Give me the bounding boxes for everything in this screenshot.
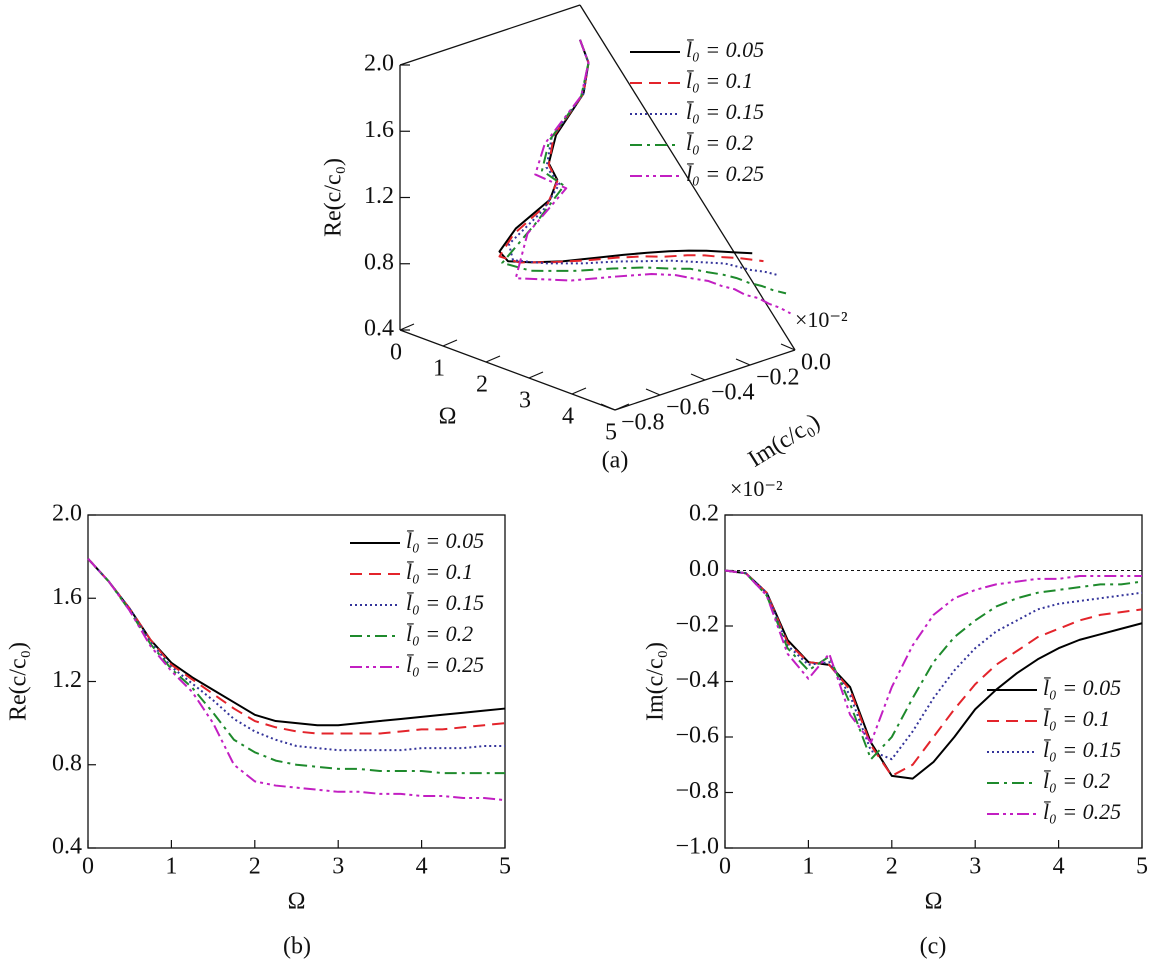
legend-label: l̄₀ = 0.1 <box>406 559 473 584</box>
y-tick-label: 1.2 <box>52 667 82 693</box>
series-line <box>724 569 1143 761</box>
legend-label: l̄₀ = 0.1 <box>686 68 753 93</box>
x-tick-label: 3 <box>332 854 344 880</box>
series-line <box>724 569 1143 777</box>
z-axis-label: Re(c/c₀) <box>321 158 347 237</box>
legend-label: l̄₀ = 0.15 <box>686 99 764 124</box>
x-tick <box>442 339 458 347</box>
x-tick-label: 1 <box>433 356 445 382</box>
x-tick-label: 3 <box>519 388 531 414</box>
x-tick-label: 4 <box>1053 854 1065 880</box>
z-tick-label: 0.8 <box>364 249 394 275</box>
x-tick-label: 1 <box>802 854 814 880</box>
x-tick-label: 0 <box>82 854 94 880</box>
x-tick-label: 5 <box>499 854 511 880</box>
y-tick <box>645 388 661 396</box>
legend-label: l̄₀ = 0.05 <box>1043 675 1121 700</box>
x-tick <box>399 323 415 331</box>
panel-label: (c) <box>920 934 947 960</box>
series-line <box>508 39 778 276</box>
x-axis-label: Ω <box>439 404 457 430</box>
y-axis-label: Im(c/c₀) <box>744 409 825 473</box>
panel-label: (b) <box>283 934 311 960</box>
y-tick-label: 0.0 <box>689 556 719 582</box>
x-tick-label: 4 <box>562 404 574 430</box>
z-tick-label: 0.4 <box>364 316 394 342</box>
y-tick-label: −0.4 <box>675 667 719 693</box>
series-line <box>724 569 1142 744</box>
y-tick <box>780 343 796 351</box>
series-line <box>498 39 764 264</box>
legend-label: l̄₀ = 0.05 <box>686 37 764 62</box>
x-tick <box>528 371 544 379</box>
x-tick <box>485 355 501 363</box>
legend-label: l̄₀ = 0.25 <box>686 161 764 186</box>
y-tick-label: −0.6 <box>666 395 710 421</box>
x-tick-label: 3 <box>969 854 981 880</box>
x-tick-label: 0 <box>390 340 402 366</box>
z-tick-label: 2.0 <box>364 51 394 77</box>
y-tick-label: 0.4 <box>52 834 82 860</box>
z-tick-label: 1.6 <box>364 117 394 143</box>
y-tick-label: −0.8 <box>621 410 665 436</box>
y-tick-label: 0.2 <box>689 501 719 527</box>
y-tick <box>690 373 706 381</box>
x-tick-label: 0 <box>719 854 731 880</box>
x-tick-label: 4 <box>416 854 428 880</box>
y-tick-label: 0.0 <box>801 350 831 376</box>
y-tick-label: 0.8 <box>52 750 82 776</box>
y-tick-label: 2.0 <box>52 501 82 527</box>
series-line <box>87 558 506 727</box>
x-tick-label: 2 <box>886 854 898 880</box>
x-tick-label: 2 <box>249 854 261 880</box>
x-tick-label: 5 <box>1136 854 1148 880</box>
box-edge <box>399 4 581 66</box>
x-axis-label: Ω <box>288 889 306 915</box>
y-multiplier: ×10⁻² <box>795 307 848 332</box>
y-tick-label: −0.2 <box>675 612 719 638</box>
legend-label: l̄₀ = 0.1 <box>1043 706 1110 731</box>
legend-label: l̄₀ = 0.2 <box>406 621 473 646</box>
series-line <box>87 558 505 775</box>
y-tick-label: −0.2 <box>756 365 800 391</box>
legend-label: l̄₀ = 0.05 <box>406 528 484 553</box>
panel-label: (a) <box>602 448 629 474</box>
series-line <box>87 558 506 735</box>
y-multiplier: ×10⁻² <box>730 476 783 501</box>
x-axis-label: Ω <box>925 889 943 915</box>
y-axis-label: Im(c/c₀) <box>643 642 669 721</box>
y-tick-label: −0.6 <box>675 723 719 749</box>
x-tick-label: 2 <box>476 372 488 398</box>
series-line <box>87 558 505 752</box>
y-axis-label: Re(c/c₀) <box>6 642 32 721</box>
legend-label: l̄₀ = 0.25 <box>406 652 484 677</box>
y-tick <box>600 403 616 411</box>
x-axis <box>399 329 616 411</box>
y-tick <box>735 358 751 366</box>
legend-label: l̄₀ = 0.25 <box>1043 799 1121 824</box>
z-tick-label: 1.2 <box>364 183 394 209</box>
series-line <box>724 569 1143 761</box>
legend-label: l̄₀ = 0.15 <box>406 590 484 615</box>
x-tick-label: 5 <box>605 420 617 446</box>
box-edge <box>579 4 796 351</box>
legend-label: l̄₀ = 0.2 <box>1043 768 1110 793</box>
y-tick-label: −0.8 <box>675 778 719 804</box>
series-line <box>514 39 791 315</box>
legend-label: l̄₀ = 0.15 <box>1043 737 1121 762</box>
series-line <box>501 39 787 295</box>
legend-label: l̄₀ = 0.2 <box>686 130 753 155</box>
x-tick <box>614 403 630 411</box>
x-tick-label: 1 <box>165 854 177 880</box>
y-tick-label: 1.6 <box>52 584 82 610</box>
y-tick-label: −0.4 <box>711 380 755 406</box>
y-tick-label: −1.0 <box>675 834 719 860</box>
x-tick <box>571 387 587 395</box>
series-line <box>724 569 1143 780</box>
